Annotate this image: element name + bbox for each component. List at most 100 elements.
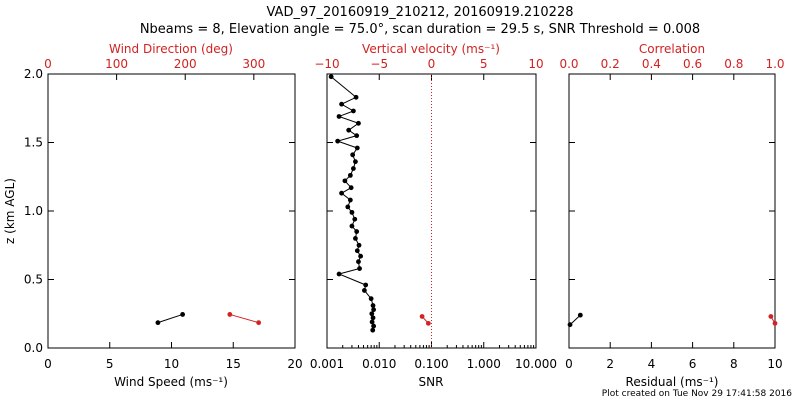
panel-snr: 0.001 0.010 0.100 1.000 10.000−10 −5 0 5 10 SNR … [310,42,557,389]
title-line-1: VAD_97_20160919_210212, 20160919.210228 [267,5,574,20]
panel-snr-bottom-tick-label: 1.000 [467,357,501,371]
panel-snr-series-0-point [369,311,375,317]
panel-snr-series-0-point [353,159,358,165]
panel-snr-series-1-point [419,314,425,319]
y-tick-label: 1.0 [24,204,43,218]
panel-wind-bottom-tick-label: 10 [164,357,179,371]
panel-wind-series-1-point [256,320,262,326]
panel-snr-series-0-point [335,138,341,144]
panel-wind-bottom-tick-label: 5 [106,357,114,371]
panel-residual-bottom-tick-label: 10 [767,357,782,371]
panel-wind-top-tick-label: 100 [105,57,128,71]
panel-snr-series-0-point [350,152,356,158]
panel-snr-series-0-point [350,166,356,171]
panel-snr-series-0-point [371,307,377,313]
panel-snr-bottom-label: SNR [419,375,444,389]
panel-snr-series-0-point [356,259,361,265]
panel-snr-series-0-point [342,178,348,184]
panel-snr-series-0-point [371,323,377,329]
panel-wind-top-tick-label: 200 [174,57,197,71]
panel-snr-series-0-point [339,190,344,196]
panel-snr-series-0-point [356,242,362,248]
panel-wind-series-1-line [229,313,259,324]
panel-residual-top-tick-label: 1.0 [765,57,784,71]
y-tick-label: 2.0 [24,67,43,81]
panel-wind-bottom-tick-label: 0 [44,357,52,371]
panel-residual-series-0-point [577,312,583,318]
panel-residual-series-0-point [567,322,573,328]
panel-wind-series-0-line [157,313,183,324]
panel-snr-series-0-line [330,76,375,331]
panel-snr-ticks: 0.001 0.010 0.100 1.000 10.000 −10 −5 0 5 10 [310,57,557,371]
panel-snr-series-1-point [425,320,431,326]
panel-snr-series-0-point [354,229,360,234]
panel-snr-series-0-point [352,216,358,222]
panel-snr-series-0-point [349,223,355,229]
panel-residual-top-tick-label: 0.4 [642,57,661,71]
panel-residual-frame [568,73,776,349]
panel-snr-series-0-point [370,327,376,333]
y-tick-label: 0.5 [24,273,43,287]
panel-snr-series-0-point [345,204,351,210]
panel-snr-series-0-point [336,114,342,119]
panel-snr-series [328,74,432,348]
panel-snr-series-0-point [363,282,369,288]
panel-wind-top-label: Wind Direction (deg) [109,42,233,56]
panel-snr-bottom-tick-label: 0.100 [414,357,448,371]
panel-snr-series-0-point [346,127,352,133]
panel-residual-ticks: 0 2 4 6 8 10 0.0 0.2 0.4 0.6 0.8 1.0 [559,57,784,371]
panel-snr-series-0-point [353,94,359,100]
title-line-2: Nbeams = 8, Elevation angle = 75.0°, sca… [140,22,700,37]
panel-residual-bottom-tick-label: 6 [689,357,697,371]
panel-residual-series-1-point [768,314,774,319]
panel-snr-frame [326,73,537,349]
panel-snr-bottom-tick-label: 10.000 [515,357,557,371]
panel-residual-bottom-tick-label: 0 [565,357,573,371]
panel-snr-series-0-point [356,120,361,126]
panel-snr-series-0-point [369,319,375,325]
panel-snr-series-0-point [370,315,376,321]
panel-wind-bottom-label: Wind Speed (ms⁻¹) [114,375,228,389]
panel-residual-series-1-point [772,320,778,326]
panel-snr-series-0-point [347,197,353,203]
panel-snr-series-0-point [350,108,356,114]
panel-snr-series-0-point [362,288,367,293]
panel-wind-bottom-tick-label: 20 [287,357,302,371]
panel-snr-top-tick-label: −5 [370,57,388,71]
panel-snr-series-0-point [368,296,374,302]
panel-snr-series-0-point [328,74,334,80]
panel-residual-series [567,312,778,328]
panel-residual-top-tick-label: 0.6 [683,57,702,71]
panel-snr-top-tick-label: 0 [428,57,436,71]
panel-snr-series-0-point [370,303,376,308]
panel-residual-top-tick-label: 0.8 [724,57,743,71]
footer-timestamp: Plot created on Tue Nov 29 17:41:58 2016 [602,389,792,399]
y-tick-label: 1.5 [24,136,43,150]
panel-wind-bottom-tick-label: 15 [226,357,241,371]
panel-residual-top-label: Correlation [639,42,705,56]
panel-snr-top-tick-label: 10 [528,57,543,71]
panel-snr-top-label: Vertical velocity (ms⁻¹) [362,42,500,56]
panel-residual-top-tick-label: 0.2 [601,57,620,71]
panel-snr-series-0-point [358,253,364,259]
panel-wind-frame [47,73,296,349]
panel-residual-bottom-label: Residual (ms⁻¹) [626,375,719,389]
panel-snr-series-0-point [357,266,362,271]
panel-snr-series-0-point [339,101,344,107]
panel-snr-bottom-tick-label: 0.001 [310,357,344,371]
panel-wind-series-1-point [227,312,233,317]
panel-snr-series-0-point [354,248,360,254]
panel-residual: 0 2 4 6 8 10 0.0 0.2 0.4 0.6 0.8 1.0 Residual (ms⁻¹… [559,42,784,389]
panel-wind-top-tick-label: 300 [242,57,265,71]
panel-snr-series-0-point [354,145,360,151]
panel-snr-bottom-tick-label: 0.010 [362,357,396,371]
panel-residual-bottom-tick-label: 8 [730,357,738,371]
panel-snr-series-0-point [353,236,358,241]
panel-residual-bottom-tick-label: 2 [606,357,614,371]
panel-snr-series-0-point [347,172,353,178]
panel-wind-series [155,312,262,326]
panel-snr-series-0-point [354,133,360,139]
